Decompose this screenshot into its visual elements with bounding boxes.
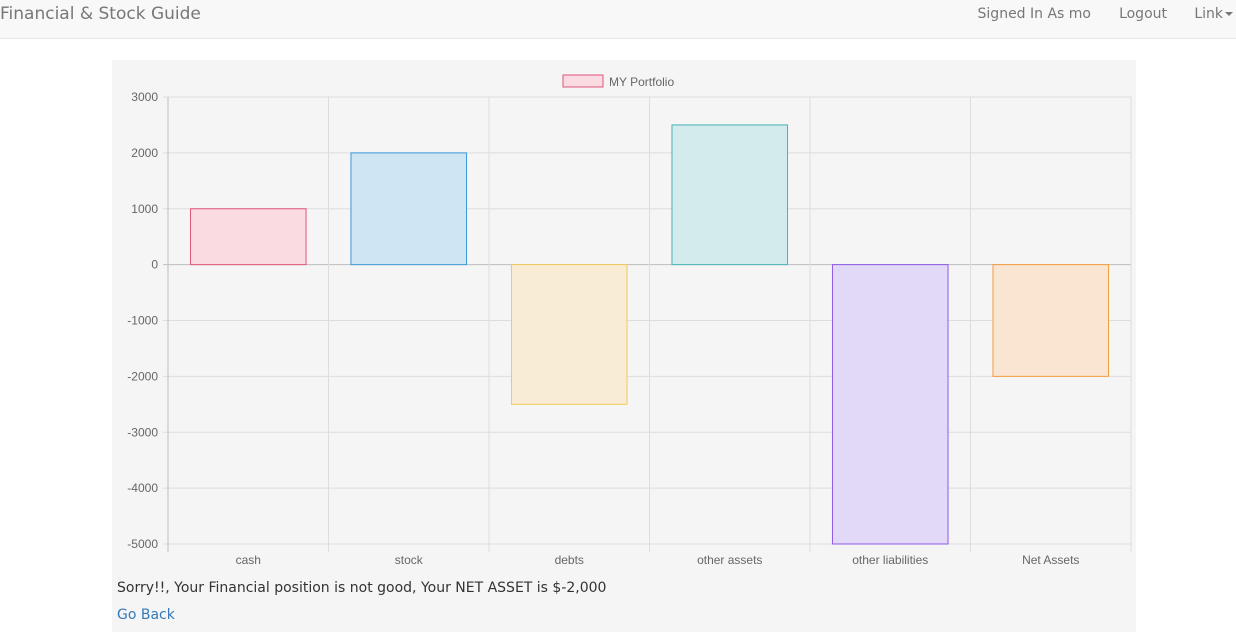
y-tick-label: 3000	[131, 90, 158, 104]
x-tick-label: debts	[555, 553, 584, 567]
y-tick-label: -5000	[127, 537, 158, 551]
x-tick-label: other liabilities	[852, 553, 928, 567]
y-tick-label: 0	[151, 258, 158, 272]
x-tick-label: Net Assets	[1022, 553, 1079, 567]
link-dropdown-label: Link	[1194, 6, 1223, 22]
y-tick-label: 2000	[131, 146, 158, 160]
net-asset-message: Sorry!!, Your Financial position is not …	[117, 580, 607, 596]
main-content: 3000 2000 1000 0 -1000 -2000 -3000 -4000 -5000 ca…	[112, 60, 1136, 632]
x-tick-label: other assets	[697, 553, 762, 567]
bar-chart: 3000 2000 1000 0 -1000 -2000 -3000 -4000 -5000 ca…	[127, 74, 1132, 567]
go-back-link[interactable]: Go Back	[117, 607, 175, 623]
signed-in-link[interactable]: Signed In As mo	[977, 6, 1091, 22]
y-tick-label: -1000	[127, 314, 158, 328]
bar-net-assets	[992, 264, 1110, 377]
navbar: Financial & Stock Guide Signed In As mo …	[0, 0, 1236, 39]
legend-label: MY Portfolio	[609, 75, 674, 89]
y-tick-label: 1000	[131, 202, 158, 216]
bar-cash	[189, 208, 307, 266]
bar-other-assets	[671, 124, 789, 266]
bar-debts	[510, 264, 628, 405]
x-tick-label: cash	[236, 553, 261, 567]
y-tick-label: -3000	[127, 425, 158, 439]
bar-stock	[350, 152, 468, 266]
y-tick-label: -2000	[127, 369, 158, 383]
logout-link[interactable]: Logout	[1119, 6, 1167, 22]
brand-link[interactable]: Financial & Stock Guide	[0, 4, 201, 24]
y-tick-label: -4000	[127, 481, 158, 495]
legend-swatch	[562, 74, 604, 88]
x-tick-label: stock	[395, 553, 424, 567]
link-dropdown[interactable]: Link	[1194, 6, 1233, 22]
bar-other-liabilities	[831, 264, 949, 545]
chevron-down-icon	[1225, 12, 1233, 16]
